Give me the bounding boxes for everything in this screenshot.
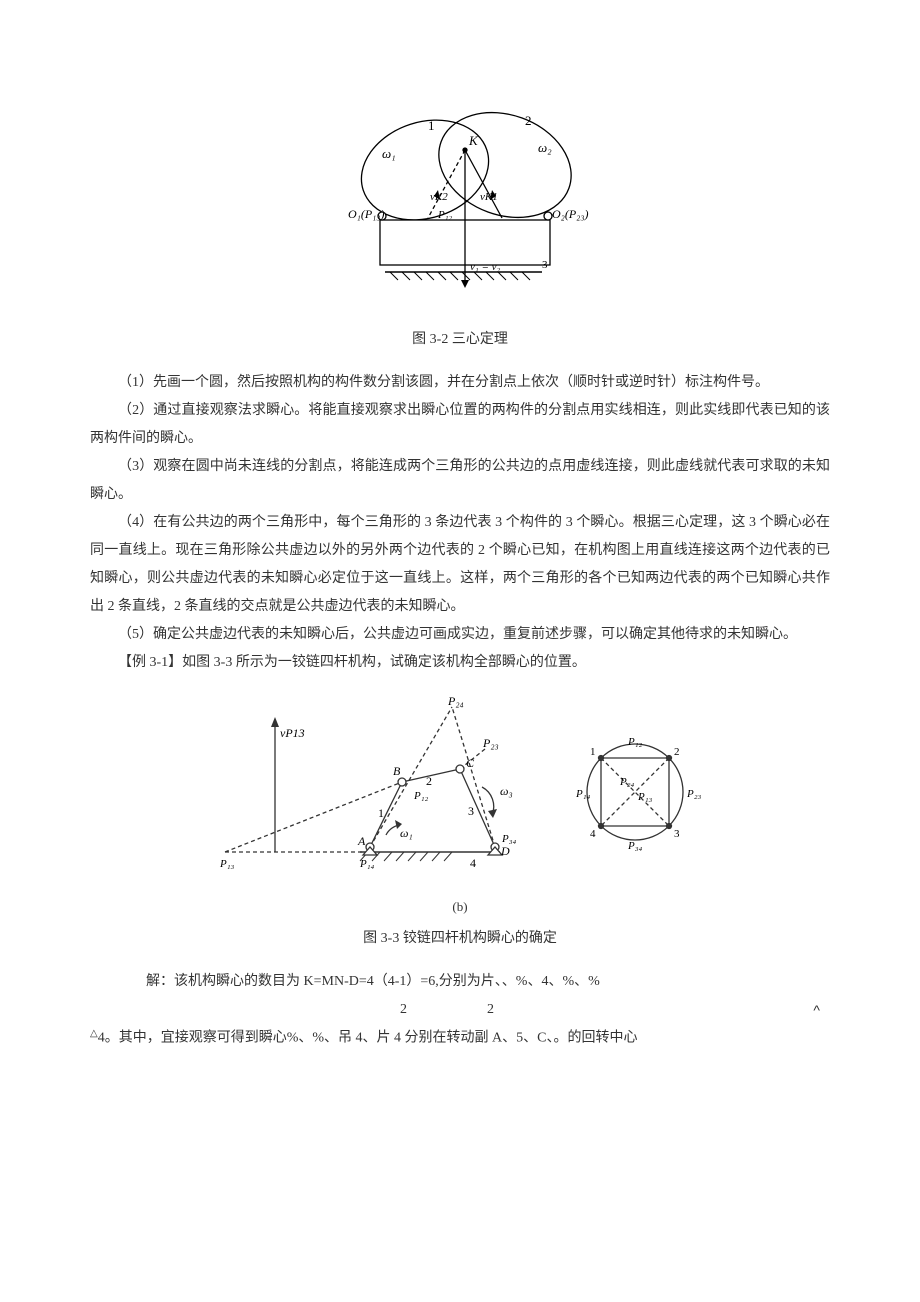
fig2-P23: P₂₃ bbox=[482, 736, 499, 750]
paragraph-2: （2）通过直接观察法求瞬心。将能直接观察求出瞬心位置的两构件的分割点用实线相连，… bbox=[90, 397, 830, 453]
fig1-O1: O₁(P₁₃) bbox=[348, 207, 385, 221]
fig2c-P14: P₁₄ bbox=[575, 788, 591, 800]
solution-num-row: 2 2 ^ bbox=[90, 996, 830, 1024]
fig2-l2: 2 bbox=[426, 774, 432, 788]
fig1-veq: ν₁ = ν₂ bbox=[470, 261, 501, 273]
solution-delta: △ bbox=[90, 1028, 98, 1039]
fig1-O2: O₂(P₂₃) bbox=[552, 207, 589, 221]
example-3-1: 【例 3-1】如图 3-3 所示为一铰链四杆机构，试确定该机构全部瞬心的位置。 bbox=[90, 649, 830, 677]
paragraph-4: （4）在有公共边的两个三角形中，每个三角形的 3 条边代表 3 个构件的 3 个… bbox=[90, 509, 830, 621]
fig1-3: 3 bbox=[542, 259, 548, 271]
fig2-vP13: νP13 bbox=[280, 726, 305, 740]
fig2-l4: 4 bbox=[470, 856, 476, 870]
fig2-w1: ω₁ bbox=[400, 826, 413, 840]
fig2-w3: ω₃ bbox=[500, 784, 513, 798]
fig2-B: B bbox=[393, 764, 401, 778]
fig1-label-1: 1 bbox=[428, 118, 435, 133]
solution-caret: ^ bbox=[813, 996, 820, 1024]
fig1-K: K bbox=[468, 133, 479, 148]
figure-3-3: P₂₄ νP13 P₂₃ B C 2 P₁₂ ω₃ 1 3 ω₁ A D P₃₄… bbox=[90, 687, 830, 920]
fig1-label-2: 2 bbox=[525, 113, 532, 128]
solution-line-1: 解：该机构瞬心的数目为 K=MN-D=4（4-1）=6,分别为片、、%、4、%、… bbox=[90, 968, 830, 996]
fig2c-2: 2 bbox=[674, 746, 680, 758]
fig2-P14: P₁₄ bbox=[359, 858, 375, 870]
fig1-w1: ω₁ bbox=[382, 146, 396, 161]
fig2-C: C bbox=[466, 756, 475, 770]
fig2-P24: P₂₄ bbox=[447, 694, 464, 708]
fig2c-P34: P₃₄ bbox=[627, 840, 643, 852]
fig1-w2: ω₂ bbox=[538, 140, 552, 155]
fig2-A: A bbox=[357, 834, 366, 848]
fig2c-3: 3 bbox=[674, 828, 680, 840]
solution-line-2: △4。其中，宜接观察可得到瞬心%、%、吊 4、片 4 分别在转动副 A、5、C、… bbox=[90, 1024, 830, 1053]
fig1-P12: P₁₂ bbox=[437, 209, 453, 221]
fig2-P13: P₁₃ bbox=[219, 858, 235, 870]
figure-3-3-caption: 图 3-3 铰链四杆机构瞬心的确定 bbox=[90, 925, 830, 953]
paragraph-1: （1）先画一个圆，然后按照机构的构件数分割该圆，并在分割点上依次（顺时针或逆时针… bbox=[90, 369, 830, 397]
fig1-vK1: νK1 bbox=[480, 191, 498, 203]
figure-3-2-caption: 图 3-2 三心定理 bbox=[90, 326, 830, 354]
solution-n1: 2 bbox=[400, 996, 407, 1024]
fig2c-P12: P₁₂ bbox=[627, 736, 643, 748]
fig2-P12m: P₁₂ bbox=[413, 790, 429, 802]
fig2c-P23: P₂₃ bbox=[686, 788, 702, 800]
fig2c-1: 1 bbox=[590, 746, 596, 758]
figure-3-3-sub: (b) bbox=[90, 894, 830, 920]
fig1-svg: 1 2 K ω₁ ω₂ O₁(P₁₃) O₂(P₂₃) νK2 νK1 P₁₂ … bbox=[320, 90, 600, 310]
solution-n2: 2 bbox=[487, 996, 494, 1024]
figure-3-2: 1 2 K ω₁ ω₂ O₁(P₁₃) O₂(P₂₃) νK2 νK1 P₁₂ … bbox=[90, 90, 830, 321]
fig1-vK2: νK2 bbox=[430, 191, 448, 203]
fig2c-4: 4 bbox=[590, 828, 596, 840]
fig2-svg: P₂₄ νP13 P₂₃ B C 2 P₁₂ ω₃ 1 3 ω₁ A D P₃₄… bbox=[200, 687, 720, 887]
fig2-P34: P₃₄ bbox=[501, 833, 517, 845]
paragraph-3: （3）观察在圆中尚未连线的分割点，将能连成两个三角形的公共边的点用虚线连接，则此… bbox=[90, 453, 830, 509]
fig2-l1: 1 bbox=[378, 806, 384, 820]
solution-line-2-text: 4。其中，宜接观察可得到瞬心%、%、吊 4、片 4 分别在转动副 A、5、C、。… bbox=[98, 1031, 638, 1046]
paragraph-5: （5）确定公共虚边代表的未知瞬心后，公共虚边可画成实边，重复前述步骤，可以确定其… bbox=[90, 621, 830, 649]
fig2c-P13: P₁₃ bbox=[637, 791, 653, 803]
fig2-D: D bbox=[500, 844, 510, 858]
fig2-l3: 3 bbox=[468, 804, 474, 818]
fig2c-P24: P₂₄ bbox=[619, 776, 635, 788]
